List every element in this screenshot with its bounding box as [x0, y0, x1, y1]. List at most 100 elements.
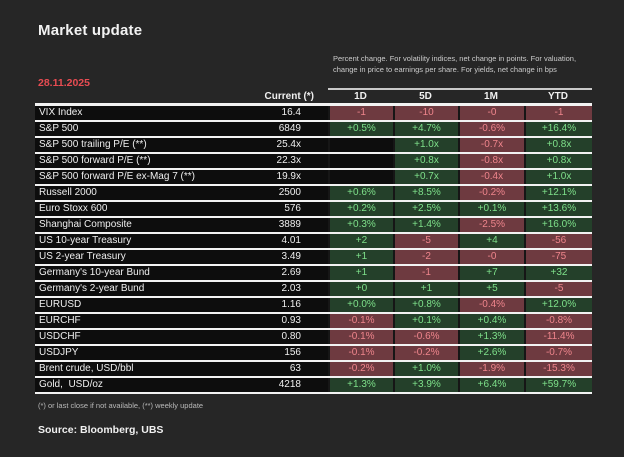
header-1d: 1D — [328, 88, 393, 103]
table-row: Shanghai Composite 3889 +0.3% +1.4% -2.5% +16… — [35, 218, 592, 234]
change-cell-1d: +1.3% — [328, 378, 393, 392]
change-cell-5d: +3.9% — [393, 378, 458, 392]
change-cell-1d: -0.2% — [328, 362, 393, 376]
change-cell-5d: +1.0% — [393, 362, 458, 376]
change-cell-ytd: -0.8% — [524, 314, 592, 328]
change-cell-1d — [328, 170, 393, 184]
table-row: S&P 500 forward P/E ex-Mag 7 (**) 19.9x +0… — [35, 170, 592, 186]
row-label: S&P 500 forward P/E ex-Mag 7 (**) — [39, 171, 195, 182]
current-value: 576 — [284, 203, 301, 214]
current-value: 3889 — [278, 219, 301, 230]
header-current: Current (*) — [264, 91, 314, 102]
header-instrument — [35, 88, 250, 103]
current-value: 63 — [289, 363, 301, 374]
change-cell-1d: +1 — [328, 266, 393, 280]
change-cell-1m: +4 — [458, 234, 524, 248]
change-cell-5d: -5 — [393, 234, 458, 248]
current-value: 19.9x — [276, 171, 301, 182]
table-header-row: Current (*) 1D 5D 1M YTD — [35, 88, 592, 106]
current-value: 6849 — [278, 123, 301, 134]
change-cell-5d: +4.7% — [393, 122, 458, 136]
table-row: USDCHF 0.80 -0.1% -0.6% +1.3% -11.4% — [35, 330, 592, 346]
change-cell-1m: -0.2% — [458, 186, 524, 200]
change-cell-ytd: +13.6% — [524, 202, 592, 216]
change-cell-ytd: +32 — [524, 266, 592, 280]
change-cell-1m: -0.4% — [458, 298, 524, 312]
row-label: Russell 2000 — [39, 187, 97, 198]
change-cell-ytd: +16.0% — [524, 218, 592, 232]
change-cell-1m: -0 — [458, 250, 524, 264]
row-label: S&P 500 trailing P/E (**) — [39, 139, 147, 150]
table-row: Russell 2000 2500 +0.6% +8.5% -0.2% +12.1% — [35, 186, 592, 202]
change-cell-ytd: +1.0x — [524, 170, 592, 184]
change-cell-5d: +1 — [393, 282, 458, 296]
change-cell-5d: -2 — [393, 250, 458, 264]
row-label: Brent crude, USD/bbl — [39, 363, 134, 374]
change-cell-5d: -0.6% — [393, 330, 458, 344]
row-label: S&P 500 forward P/E (**) — [39, 155, 151, 166]
change-cell-ytd: +12.0% — [524, 298, 592, 312]
table-row: Germany's 2-year Bund 2.03 +0 +1 +5 -5 — [35, 282, 592, 298]
current-value: 2.69 — [281, 267, 301, 278]
change-cell-1m: -1.9% — [458, 362, 524, 376]
current-value: 0.93 — [281, 315, 301, 326]
change-cell-ytd: -56 — [524, 234, 592, 248]
change-cell-1d: -0.1% — [328, 314, 393, 328]
table-row: VIX Index 16.4 -1 -10 -0 -1 — [35, 106, 592, 122]
methodology-note: Percent change. For volatility indices, … — [333, 54, 577, 74]
change-cell-5d: -0.2% — [393, 346, 458, 360]
change-cell-1d: +0.6% — [328, 186, 393, 200]
change-cell-ytd: -0.7% — [524, 346, 592, 360]
footnote: (*) or last close if not available, (**)… — [38, 401, 204, 410]
change-cell-1d: +0.0% — [328, 298, 393, 312]
table-row: Gold, USD/oz 4218 +1.3% +3.9% +6.4% +59.7% — [35, 378, 592, 394]
row-label: US 10-year Treasury — [39, 235, 132, 246]
table-row: EURCHF 0.93 -0.1% +0.1% +0.4% -0.8% — [35, 314, 592, 330]
table-row: US 10-year Treasury 4.01 +2 -5 +4 -56 — [35, 234, 592, 250]
change-cell-5d: -10 — [393, 106, 458, 120]
current-value: 16.4 — [281, 107, 301, 118]
table-row: USDJPY 156 -0.1% -0.2% +2.6% -0.7% — [35, 346, 592, 362]
change-cell-5d: -1 — [393, 266, 458, 280]
header-5d: 5D — [393, 88, 458, 103]
change-cell-5d: +1.4% — [393, 218, 458, 232]
change-cell-ytd: -11.4% — [524, 330, 592, 344]
market-table: Current (*) 1D 5D 1M YTD VIX Index 16.4 -1… — [35, 88, 592, 394]
table-row: S&P 500 forward P/E (**) 22.3x +0.8x -0.8x +… — [35, 154, 592, 170]
change-cell-1m: -0.4x — [458, 170, 524, 184]
header-1m: 1M — [458, 88, 524, 103]
change-cell-5d: +0.1% — [393, 314, 458, 328]
change-cell-1m: -0.8x — [458, 154, 524, 168]
source-line: Source: Bloomberg, UBS — [38, 424, 164, 436]
change-cell-ytd: -15.3% — [524, 362, 592, 376]
table-row: US 2-year Treasury 3.49 +1 -2 -0 -75 — [35, 250, 592, 266]
table-row: S&P 500 6849 +0.5% +4.7% -0.6% +16.4% — [35, 122, 592, 138]
change-cell-1m: +1.3% — [458, 330, 524, 344]
table-row: EURUSD 1.16 +0.0% +0.8% -0.4% +12.0% — [35, 298, 592, 314]
change-cell-1d: +0.3% — [328, 218, 393, 232]
change-cell-ytd: +16.4% — [524, 122, 592, 136]
change-cell-1m: -0.6% — [458, 122, 524, 136]
change-cell-1d: +0 — [328, 282, 393, 296]
row-label: Shanghai Composite — [39, 219, 132, 230]
current-value: 0.80 — [281, 331, 301, 342]
change-cell-1m: +7 — [458, 266, 524, 280]
change-cell-1d — [328, 154, 393, 168]
change-cell-1d: -1 — [328, 106, 393, 120]
change-cell-5d: +0.7x — [393, 170, 458, 184]
change-cell-ytd: +0.8x — [524, 154, 592, 168]
table-row: Brent crude, USD/bbl 63 -0.2% +1.0% -1.9% -15… — [35, 362, 592, 378]
table-row: Germany's 10-year Bund 2.69 +1 -1 +7 +32 — [35, 266, 592, 282]
change-cell-1m: +6.4% — [458, 378, 524, 392]
change-cell-5d: +2.5% — [393, 202, 458, 216]
row-label: USDCHF — [39, 331, 81, 342]
change-cell-1m: +0.1% — [458, 202, 524, 216]
change-cell-1d: -0.1% — [328, 330, 393, 344]
change-cell-5d: +0.8% — [393, 298, 458, 312]
current-value: 3.49 — [281, 251, 301, 262]
change-cell-1m: +2.6% — [458, 346, 524, 360]
change-cell-ytd: +12.1% — [524, 186, 592, 200]
current-value: 25.4x — [276, 139, 301, 150]
change-cell-ytd: -75 — [524, 250, 592, 264]
